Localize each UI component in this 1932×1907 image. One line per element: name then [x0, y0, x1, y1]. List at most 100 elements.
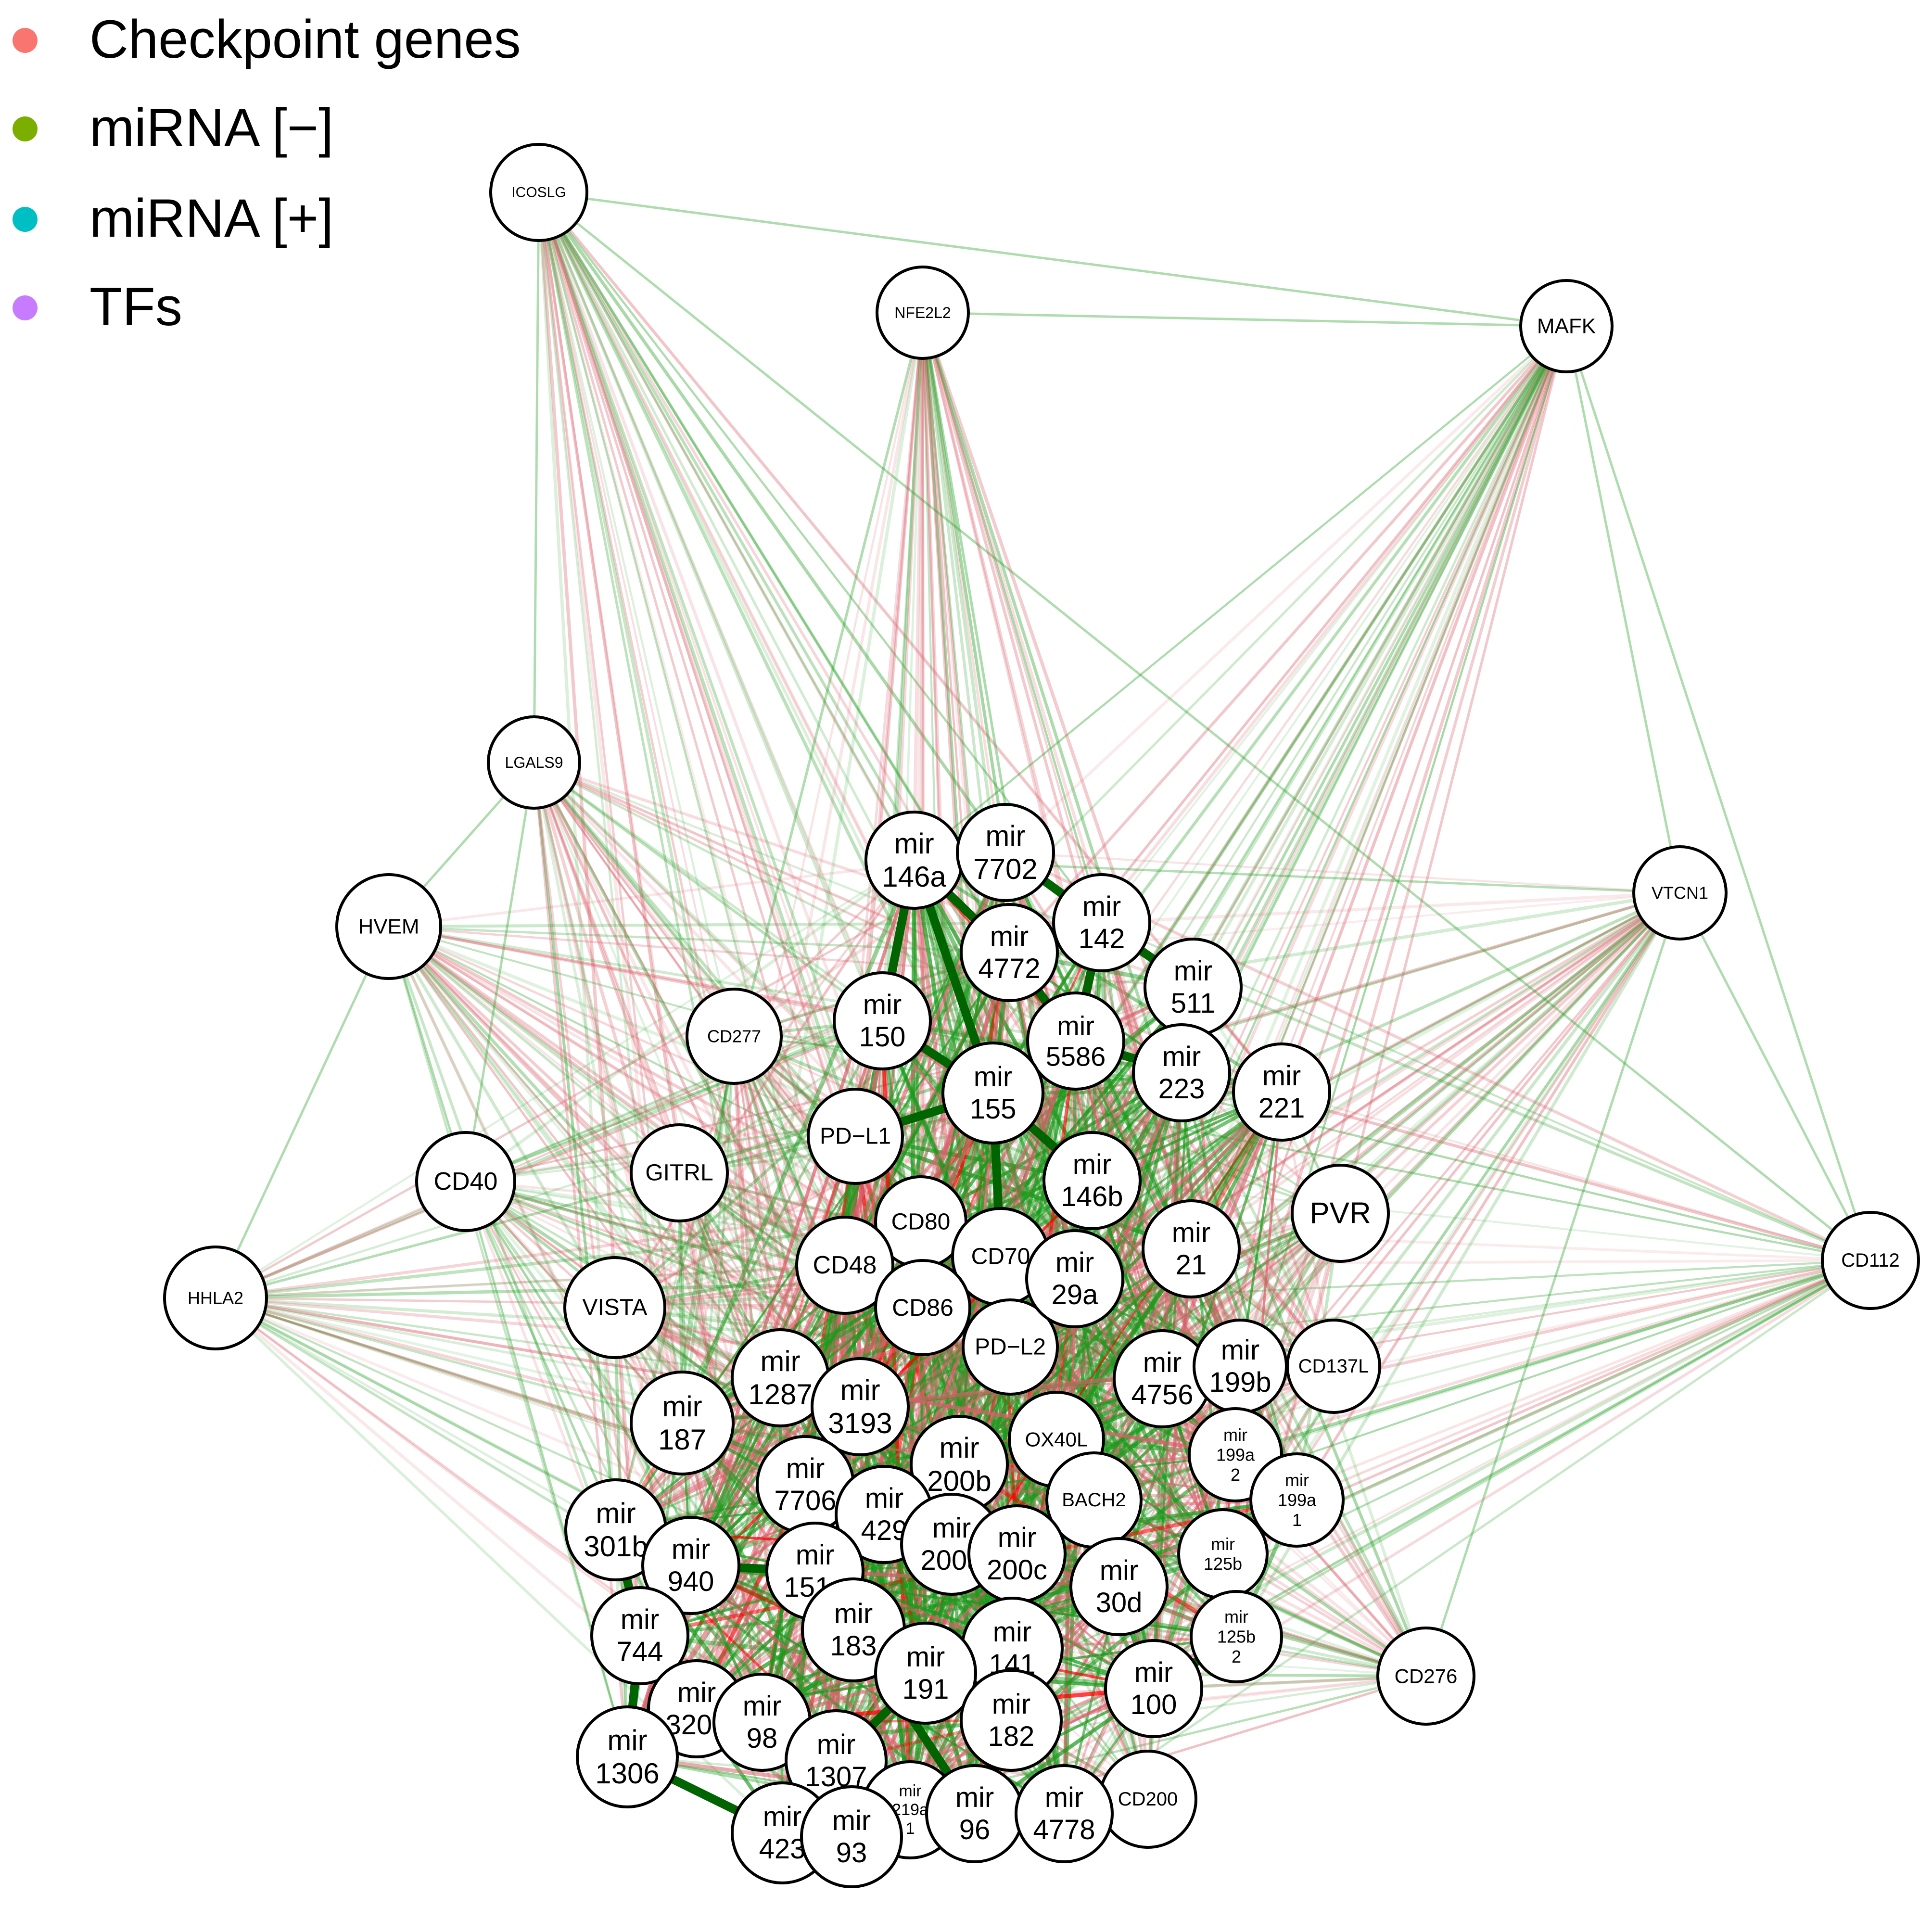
- edge-nfe2l2-mafk: [922, 311, 1567, 328]
- node-cd40: CD40: [415, 1131, 516, 1232]
- node-cd80: CD80: [874, 1175, 967, 1269]
- node-label-mir-146b-1: 146b: [1061, 1181, 1123, 1212]
- node-lgals9: LGALS9: [487, 715, 581, 810]
- legend: Checkpoint genes miRNA [−] miRNA [+] TFs: [13, 9, 521, 337]
- legend-item-mirna-positive: miRNA [+]: [13, 188, 333, 248]
- node-label-mir-511-1: 511: [1171, 988, 1215, 1019]
- edge-vtcn1-mir-4756: [1161, 891, 1681, 1380]
- node-label-mir-125b-1-0: mir: [1211, 1534, 1235, 1554]
- node-label-mir-199a-2-2: 2: [1231, 1465, 1240, 1485]
- node-label-mir-5586-0: mir: [1057, 1010, 1094, 1041]
- node-circle-mir-142: [1052, 873, 1151, 972]
- edge-cd112-mir-199a-1: [1296, 1259, 1871, 1501]
- node-label-mir-423-0: mir: [763, 1801, 802, 1832]
- legend-swatch-mirna-negative: [13, 116, 38, 141]
- edge-mir-146a-mir-200b: [912, 860, 961, 1465]
- node-label-mir-744-1: 744: [617, 1636, 663, 1667]
- legend-item-mirna-negative: miRNA [−]: [13, 98, 333, 158]
- node-cd112: CD112: [1821, 1211, 1920, 1310]
- node-vtcn1: VTCN1: [1632, 845, 1728, 941]
- node-label-mir-191-0: mir: [906, 1641, 945, 1673]
- node-label-cd40-0: CD40: [434, 1168, 498, 1195]
- node-circle-mir-21: [1142, 1199, 1241, 1298]
- node-label-lgals9-0: LGALS9: [505, 754, 563, 771]
- node-label-mir-219a-1-2: 1: [906, 1819, 915, 1838]
- node-circle-mafk: [1519, 279, 1614, 373]
- edge-cd40-mir-1307: [464, 1181, 838, 1762]
- edge-cd40-mir-98: [465, 1181, 763, 1723]
- edge-hhla2-mir-187: [215, 1297, 683, 1424]
- edge-nfe2l2-mir-187: [681, 312, 924, 1424]
- node-circle-pvr: [1291, 1164, 1390, 1263]
- node-circle-mir-93: [800, 1785, 903, 1888]
- node-circle-mir-5586: [1026, 992, 1125, 1091]
- edge-nfe2l2-mir-142: [921, 312, 1103, 923]
- edge-mafk-mir-511: [1192, 325, 1568, 988]
- edge-mafk-mir-221: [1280, 325, 1568, 1093]
- edge-mafk-mir-199b: [1238, 326, 1568, 1367]
- edge-hvem-pd-l1: [388, 925, 856, 1138]
- node-cd200: CD200: [1098, 1750, 1197, 1849]
- edge-mir-21-mir-100: [1152, 1248, 1193, 1689]
- edge-cd112-mir-219a-1: [909, 1259, 1871, 1811]
- edge-lgals9-mir-150: [533, 761, 883, 1022]
- node-label-mir-182-0: mir: [992, 1689, 1031, 1720]
- edge-hhla2-mir-146a: [215, 859, 915, 1299]
- node-circle-mir-7702: [956, 803, 1055, 902]
- edge-hvem-mir-511: [388, 925, 1194, 989]
- node-label-mir-1306-0: mir: [607, 1724, 647, 1756]
- edge-icoslg-mir-7706: [537, 192, 807, 1485]
- node-label-mir-98-0: mir: [743, 1691, 782, 1722]
- edge-cd112-mir-4778: [1063, 1259, 1871, 1815]
- legend-swatch-checkpoint-genes: [13, 28, 38, 53]
- node-circle-mir-155: [941, 1042, 1044, 1144]
- node-label-mir-4756-0: mir: [1143, 1347, 1182, 1378]
- node-label-mir-199b-1: 199b: [1209, 1367, 1271, 1398]
- node-label-mir-219a-1-0: mir: [899, 1782, 921, 1800]
- node-label-mir-301b-0: mir: [596, 1497, 636, 1529]
- node-label-mir-30d-0: mir: [1100, 1555, 1139, 1586]
- node-label-hvem-0: HVEM: [358, 915, 419, 939]
- edge-mafk-mir-4772: [1008, 325, 1568, 954]
- node-label-mir-221-1: 221: [1258, 1093, 1305, 1124]
- node-circle-vista: [563, 1256, 666, 1359]
- node-label-mir-146a-1: 146a: [882, 861, 946, 893]
- edge-hvem-hhla2: [214, 926, 390, 1299]
- node-label-mir-191-1: 191: [902, 1674, 949, 1705]
- node-circle-hhla2: [163, 1246, 268, 1350]
- node-label-mir-1287-1: 1287: [748, 1378, 812, 1411]
- node-hhla2: HHLA2: [163, 1246, 268, 1350]
- node-label-mir-21-0: mir: [1172, 1217, 1211, 1248]
- edge-vtcn1-cd276: [1424, 892, 1681, 1677]
- node-label-mir-151a-0: mir: [796, 1539, 835, 1571]
- node-circle-lgals9: [487, 715, 581, 810]
- node-label-mir-199a-1-1: 199a: [1278, 1490, 1317, 1510]
- edge-icoslg-mir-155: [537, 191, 994, 1094]
- node-circle-mir-146a: [864, 811, 964, 910]
- edge-hvem-mir-199a-2: [388, 925, 1236, 1456]
- node-nfe2l2: NFE2L2: [876, 266, 970, 360]
- node-label-mir-7702-1: 7702: [973, 853, 1037, 885]
- edge-icoslg-cd48: [537, 192, 846, 1266]
- edge-cd112-mir-200c: [1017, 1259, 1871, 1555]
- node-label-vtcn1-0: VTCN1: [1652, 883, 1708, 903]
- node-label-mir-3193-0: mir: [840, 1374, 880, 1406]
- node-label-mir-199b-0: mir: [1221, 1335, 1260, 1366]
- edge-gitrl-mir-940: [677, 1172, 693, 1566]
- node-icoslg: ICOSLG: [489, 143, 588, 242]
- node-label-mir-142-1: 142: [1079, 923, 1125, 954]
- edge-hvem-mir-1306: [387, 926, 629, 1757]
